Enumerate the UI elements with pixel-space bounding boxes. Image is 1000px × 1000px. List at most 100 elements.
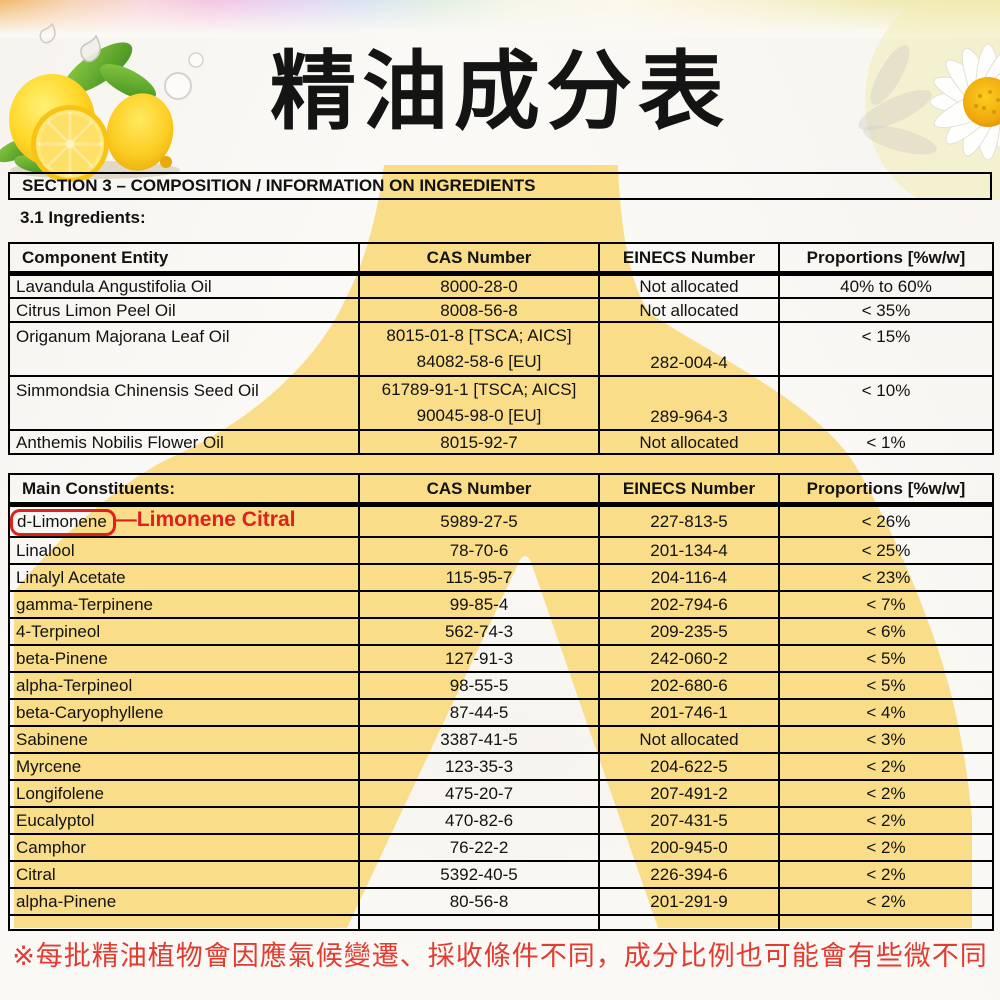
table-row: Longifolene 475-20-7 207-491-2 < 2% (8, 779, 994, 808)
constituent-cell: 4-Terpineol (8, 617, 360, 646)
table-row: Citrus Limon Peel Oil 8008-56-8 Not allo… (8, 297, 994, 324)
table-row: 4-Terpineol 562-74-3 209-235-5 < 6% (8, 617, 994, 646)
table-row: alpha-Pinene 80-56-8 201-291-9 < 2% (8, 887, 994, 916)
component-cell: Origanum Majorana Leaf Oil (8, 321, 360, 378)
proportion-cell: < 35% (778, 297, 994, 324)
annotation-red-box: d-Limonene (11, 509, 116, 536)
cas-line1: 61789-91-1 [TSCA; AICS] (381, 380, 577, 400)
component-cell: Citrus Limon Peel Oil (8, 297, 360, 324)
empty-table-row (8, 914, 994, 931)
page-title: 精油成分表 (270, 44, 730, 140)
einecs-cell: 209-235-5 (598, 617, 780, 646)
proportion-cell: < 25% (778, 536, 994, 565)
empty-cell (358, 914, 600, 931)
proportion-cell: < 6% (778, 617, 994, 646)
col-header-einecs: EINECS Number (598, 473, 780, 507)
cas-cell: 5989-27-5 (358, 503, 600, 538)
proportion-cell: < 2% (778, 752, 994, 781)
constituent-cell: gamma-Terpinene (8, 590, 360, 619)
cas-cell: 87-44-5 (358, 698, 600, 727)
rainbow-gradient-strip (0, 0, 1000, 38)
cas-cell: 123-35-3 (358, 752, 600, 781)
proportion-cell: < 3% (778, 725, 994, 754)
leaf-icon (100, 63, 156, 101)
einecs-cell: Not allocated (598, 429, 780, 456)
cas-cell: 8015-92-7 (358, 429, 600, 456)
component-cell: Simmondsia Chinensis Seed Oil (8, 375, 360, 432)
cas-cell: 61789-91-1 [TSCA; AICS] 90045-98-0 [EU] (358, 375, 600, 432)
proportion-cell: < 2% (778, 779, 994, 808)
cas-line2: 84082-58-6 [EU] (416, 352, 542, 372)
cas-cell: 99-85-4 (358, 590, 600, 619)
water-droplet-icon (164, 72, 192, 100)
cas-cell: 127-91-3 (358, 644, 600, 673)
cas-cell: 80-56-8 (358, 887, 600, 916)
proportion-cell: < 10% (778, 375, 994, 432)
constituent-cell: d-Limonene —Limonene Citral (8, 503, 360, 538)
proportion-cell: < 2% (778, 806, 994, 835)
table-row: Anthemis Nobilis Flower Oil 8015-92-7 No… (8, 429, 994, 456)
constituent-cell: Longifolene (8, 779, 360, 808)
proportion-cell: < 1% (778, 429, 994, 456)
proportion-cell: 40% to 60% (778, 272, 994, 300)
component-cell: Lavandula Angustifolia Oil (8, 272, 360, 300)
table-row: Citral 5392-40-5 226-394-6 < 2% (8, 860, 994, 889)
constituent-cell: beta-Pinene (8, 644, 360, 673)
leaf-icon (63, 42, 133, 94)
empty-cell (778, 914, 994, 931)
cas-cell: 8000-28-0 (358, 272, 600, 300)
empty-cell (8, 914, 360, 931)
table-row: Myrcene 123-35-3 204-622-5 < 2% (8, 752, 994, 781)
proportion-cell: < 5% (778, 671, 994, 700)
table-row: Lavandula Angustifolia Oil 8000-28-0 Not… (8, 272, 994, 300)
einecs-cell: 201-291-9 (598, 887, 780, 916)
einecs-cell: 227-813-5 (598, 503, 780, 538)
footer-note: ※每批精油植物會因應氣候變遷、採收條件不同，成分比例也可能會有些微不同 (12, 941, 988, 971)
table-row: Camphor 76-22-2 200-945-0 < 2% (8, 833, 994, 862)
table-row: Linalool 78-70-6 201-134-4 < 25% (8, 536, 994, 565)
cas-cell: 5392-40-5 (358, 860, 600, 889)
col-header-proportions: Proportions [%w/w] (778, 242, 994, 276)
cas-cell: 475-20-7 (358, 779, 600, 808)
einecs-cell: 207-491-2 (598, 779, 780, 808)
lemons-image (0, 22, 204, 182)
einecs-cell: 226-394-6 (598, 860, 780, 889)
cas-cell: 115-95-7 (358, 563, 600, 592)
table-row: beta-Pinene 127-91-3 242-060-2 < 5% (8, 644, 994, 673)
constituent-cell: Myrcene (8, 752, 360, 781)
col-header-cas: CAS Number (358, 242, 600, 276)
constituent-cell: Citral (8, 860, 360, 889)
einecs-cell: Not allocated (598, 297, 780, 324)
daisy-image (858, 0, 1000, 200)
proportion-cell: < 5% (778, 644, 994, 673)
table-row: d-Limonene —Limonene Citral 5989-27-5 227… (8, 503, 994, 538)
col-header-main-constituents: Main Constituents: (8, 473, 360, 507)
table-header-row: Main Constituents: CAS Number EINECS Num… (8, 473, 994, 507)
constituent-name: d-Limonene (17, 512, 107, 531)
proportion-cell: < 15% (778, 321, 994, 378)
water-droplet-icon (39, 22, 56, 44)
daisy-center (963, 77, 1000, 127)
col-header-component: Component Entity (8, 242, 360, 276)
cas-cell: 8015-01-8 [TSCA; AICS] 84082-58-6 [EU] (358, 321, 600, 378)
table-row: alpha-Terpineol 98-55-5 202-680-6 < 5% (8, 671, 994, 700)
constituents-table: Main Constituents: CAS Number EINECS Num… (8, 473, 994, 931)
col-header-einecs: EINECS Number (598, 242, 780, 276)
table-row: Simmondsia Chinensis Seed Oil 61789-91-1… (8, 375, 994, 432)
einecs-cell: 282-004-4 (598, 321, 780, 378)
cas-line2: 90045-98-0 [EU] (416, 406, 542, 426)
einecs-cell: 201-746-1 (598, 698, 780, 727)
proportion-cell: < 2% (778, 887, 994, 916)
table-row: Eucalyptol 470-82-6 207-431-5 < 2% (8, 806, 994, 835)
constituent-cell: beta-Caryophyllene (8, 698, 360, 727)
table-row: beta-Caryophyllene 87-44-5 201-746-1 < 4… (8, 698, 994, 727)
constituent-cell: Sabinene (8, 725, 360, 754)
proportion-cell: < 2% (778, 833, 994, 862)
subsection-label: 3.1 Ingredients: (20, 208, 146, 227)
water-droplet-icon (188, 52, 204, 68)
einecs-cell: 202-680-6 (598, 671, 780, 700)
table-row: Sabinene 3387-41-5 Not allocated < 3% (8, 725, 994, 754)
empty-cell (598, 914, 780, 931)
table-row: gamma-Terpinene 99-85-4 202-794-6 < 7% (8, 590, 994, 619)
